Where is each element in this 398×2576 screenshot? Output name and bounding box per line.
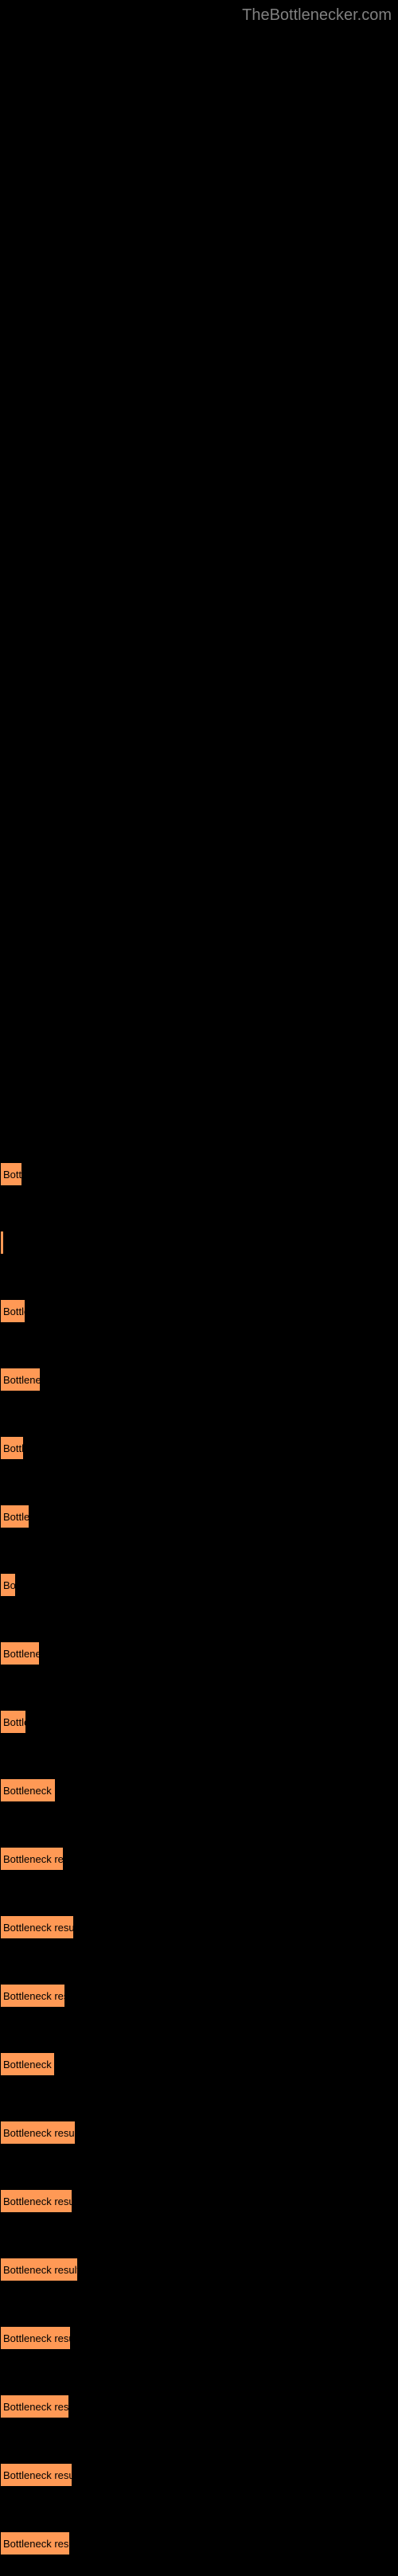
bar-row: Bottle xyxy=(0,1686,398,1754)
bar: Bottleneck resu xyxy=(0,1984,65,2008)
bar: Bottleneck result xyxy=(0,2463,72,2487)
bar-row: Bottleneck results xyxy=(0,1891,398,1960)
bar-row: Bottleneck results xyxy=(0,2097,398,2165)
bar: Bottleneck result xyxy=(0,2189,72,2213)
bar-row: Bottle xyxy=(0,1275,398,1344)
bar-row: Bottleneck result xyxy=(0,2165,398,2234)
bar: Bottleneck result o xyxy=(0,2258,78,2281)
bar: Bottlenec xyxy=(0,1641,40,1665)
bar: Bottle xyxy=(0,1710,26,1734)
watermark-text: TheBottlenecker.com xyxy=(242,6,392,25)
bar-row: Bottleneck resu xyxy=(0,1823,398,1891)
bar: Bo xyxy=(0,1573,16,1597)
bar: Bottlenec xyxy=(0,1368,41,1391)
bar-row: Bottle xyxy=(0,1412,398,1481)
bar-row: Bottleneck result xyxy=(0,2371,398,2439)
bar-row: Bottleneck result o xyxy=(0,2234,398,2302)
bar xyxy=(0,1231,4,1255)
bar: Bottleneck resu xyxy=(0,1847,64,1871)
bar-row: Bottleneck result xyxy=(0,2302,398,2371)
bar: Bottleneck result xyxy=(0,2395,69,2418)
bar: Bottleneck re xyxy=(0,1778,56,1802)
bar-row: Bottleneck resu xyxy=(0,1960,398,2028)
bar-row xyxy=(0,1207,398,1275)
bar-row: Bottlen xyxy=(0,1481,398,1549)
bar-row: Bo xyxy=(0,1549,398,1618)
bar-row: Bottleneck result xyxy=(0,2508,398,2576)
bar: Bottleneck results xyxy=(0,1915,74,1939)
bar-chart: Bott Bottle Bottlenec Bottle Bottlen Bo Bottle… xyxy=(0,1138,398,2576)
bar-row: Bottlenec xyxy=(0,1344,398,1412)
bar: Bott xyxy=(0,1162,22,1186)
bar: Bottleneck re xyxy=(0,2052,55,2076)
bar-row: Bottleneck re xyxy=(0,2028,398,2097)
bar: Bottleneck result xyxy=(0,2326,71,2350)
bar-row: Bott xyxy=(0,1138,398,1207)
bar: Bottlen xyxy=(0,1505,29,1528)
bar: Bottleneck result xyxy=(0,2531,70,2555)
bar: Bottle xyxy=(0,1436,24,1460)
bar-row: Bottleneck re xyxy=(0,1754,398,1823)
bar-row: Bottleneck result xyxy=(0,2439,398,2508)
bar: Bottleneck results xyxy=(0,2121,76,2145)
bar-row: Bottlenec xyxy=(0,1618,398,1686)
bar: Bottle xyxy=(0,1299,25,1323)
